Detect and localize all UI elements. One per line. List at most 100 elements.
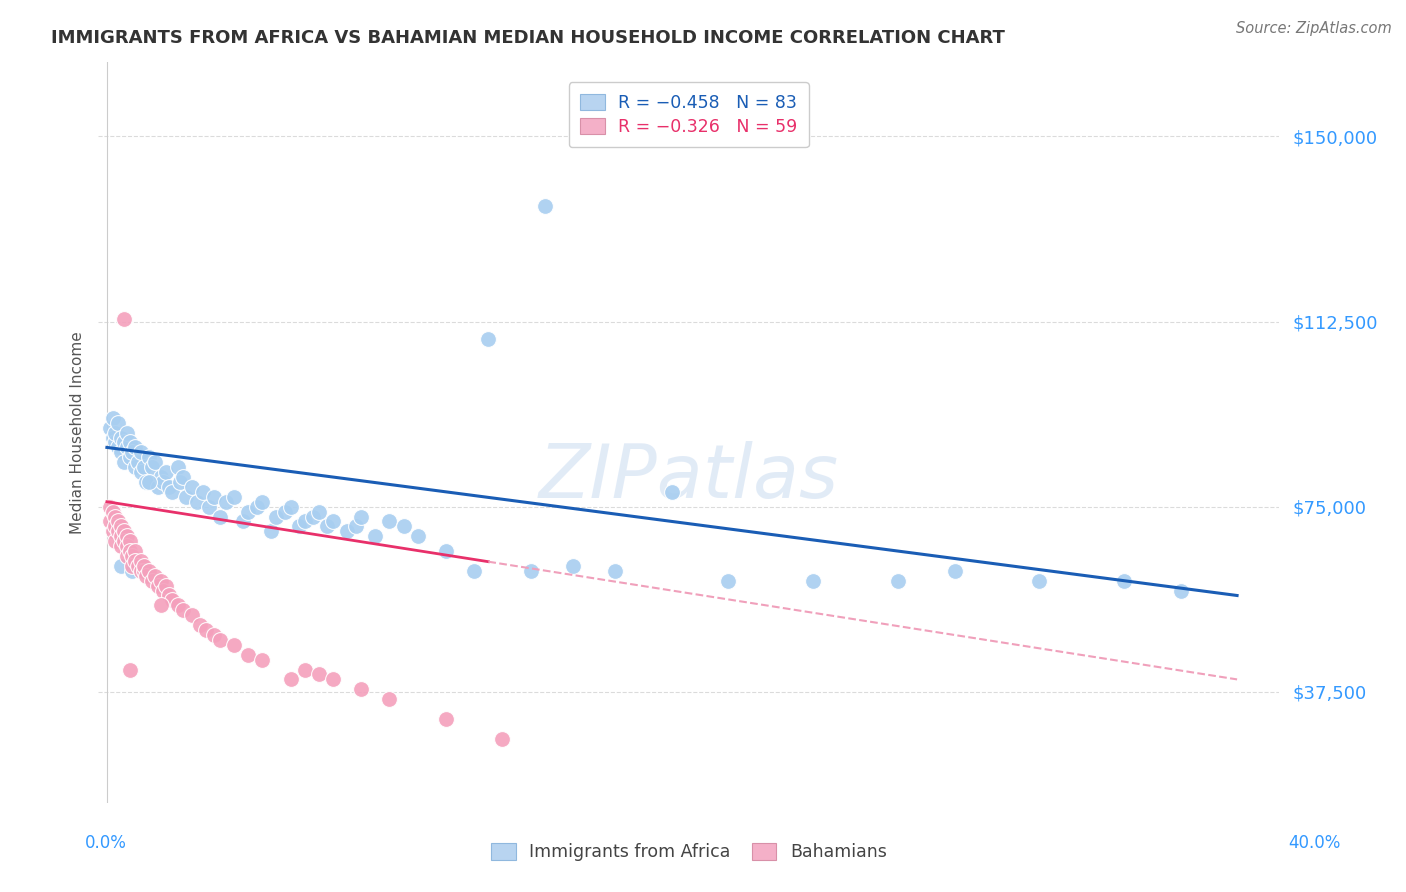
Point bbox=[463, 564, 485, 578]
Point bbox=[141, 574, 163, 588]
Point bbox=[98, 500, 121, 514]
Point bbox=[101, 410, 124, 425]
Point bbox=[434, 712, 457, 726]
Point bbox=[214, 494, 236, 508]
Point bbox=[294, 515, 316, 529]
Point bbox=[191, 484, 214, 499]
Point bbox=[491, 731, 513, 746]
Point bbox=[121, 445, 143, 459]
Legend: Immigrants from Africa, Bahamians: Immigrants from Africa, Bahamians bbox=[484, 836, 894, 868]
Point bbox=[115, 529, 138, 543]
Point bbox=[157, 480, 180, 494]
Point bbox=[434, 544, 457, 558]
Point bbox=[160, 593, 183, 607]
Point bbox=[186, 494, 208, 508]
Point bbox=[266, 509, 288, 524]
Text: ZIPatlas: ZIPatlas bbox=[538, 441, 839, 513]
Point bbox=[121, 549, 143, 563]
Point bbox=[274, 505, 297, 519]
Text: IMMIGRANTS FROM AFRICA VS BAHAMIAN MEDIAN HOUSEHOLD INCOME CORRELATION CHART: IMMIGRANTS FROM AFRICA VS BAHAMIAN MEDIA… bbox=[51, 29, 1005, 47]
Text: Source: ZipAtlas.com: Source: ZipAtlas.com bbox=[1236, 21, 1392, 36]
Point bbox=[149, 470, 172, 484]
Point bbox=[252, 494, 274, 508]
Point bbox=[166, 460, 188, 475]
Point bbox=[135, 475, 157, 489]
Point bbox=[146, 579, 169, 593]
Point bbox=[127, 455, 149, 469]
Point bbox=[135, 568, 157, 582]
Point bbox=[129, 554, 152, 568]
Point bbox=[180, 480, 202, 494]
Point bbox=[406, 529, 429, 543]
Point bbox=[149, 574, 172, 588]
Point bbox=[350, 509, 373, 524]
Point bbox=[124, 544, 146, 558]
Point bbox=[180, 608, 202, 623]
Point bbox=[115, 425, 138, 440]
Point bbox=[280, 673, 302, 687]
Point bbox=[107, 441, 129, 455]
Point bbox=[101, 524, 124, 539]
Point bbox=[169, 475, 191, 489]
Point bbox=[157, 589, 180, 603]
Point bbox=[115, 539, 138, 553]
Point bbox=[110, 539, 132, 553]
Point bbox=[121, 564, 143, 578]
Point bbox=[197, 500, 219, 514]
Point bbox=[104, 534, 127, 549]
Point bbox=[887, 574, 910, 588]
Point bbox=[107, 524, 129, 539]
Point bbox=[104, 519, 127, 533]
Point bbox=[132, 564, 155, 578]
Point bbox=[378, 692, 401, 706]
Point bbox=[149, 599, 172, 613]
Point bbox=[316, 519, 339, 533]
Point bbox=[364, 529, 387, 543]
Point bbox=[110, 519, 132, 533]
Point bbox=[127, 558, 149, 573]
Point bbox=[288, 519, 311, 533]
Point bbox=[112, 524, 135, 539]
Point bbox=[160, 484, 183, 499]
Point bbox=[308, 505, 330, 519]
Point bbox=[104, 425, 127, 440]
Point bbox=[141, 460, 163, 475]
Point bbox=[118, 544, 141, 558]
Point bbox=[534, 198, 557, 212]
Point bbox=[336, 524, 359, 539]
Point bbox=[661, 484, 683, 499]
Point bbox=[118, 663, 141, 677]
Point bbox=[246, 500, 269, 514]
Point bbox=[208, 632, 231, 647]
Point bbox=[143, 568, 166, 582]
Point bbox=[294, 663, 316, 677]
Point bbox=[322, 673, 344, 687]
Point bbox=[101, 505, 124, 519]
Point bbox=[110, 431, 132, 445]
Point bbox=[129, 465, 152, 479]
Point bbox=[112, 455, 135, 469]
Point bbox=[477, 332, 499, 346]
Point bbox=[344, 519, 367, 533]
Point bbox=[112, 534, 135, 549]
Point bbox=[110, 445, 132, 459]
Point bbox=[110, 529, 132, 543]
Point bbox=[112, 435, 135, 450]
Point bbox=[166, 599, 188, 613]
Point bbox=[202, 490, 225, 504]
Point bbox=[152, 583, 174, 598]
Point bbox=[129, 564, 152, 578]
Point bbox=[302, 509, 325, 524]
Point bbox=[155, 465, 177, 479]
Point bbox=[107, 515, 129, 529]
Point bbox=[308, 667, 330, 681]
Point bbox=[208, 509, 231, 524]
Point bbox=[231, 515, 253, 529]
Point bbox=[98, 420, 121, 434]
Point bbox=[115, 549, 138, 563]
Point bbox=[98, 515, 121, 529]
Point bbox=[124, 441, 146, 455]
Point bbox=[138, 450, 160, 465]
Point bbox=[124, 554, 146, 568]
Point bbox=[1170, 583, 1192, 598]
